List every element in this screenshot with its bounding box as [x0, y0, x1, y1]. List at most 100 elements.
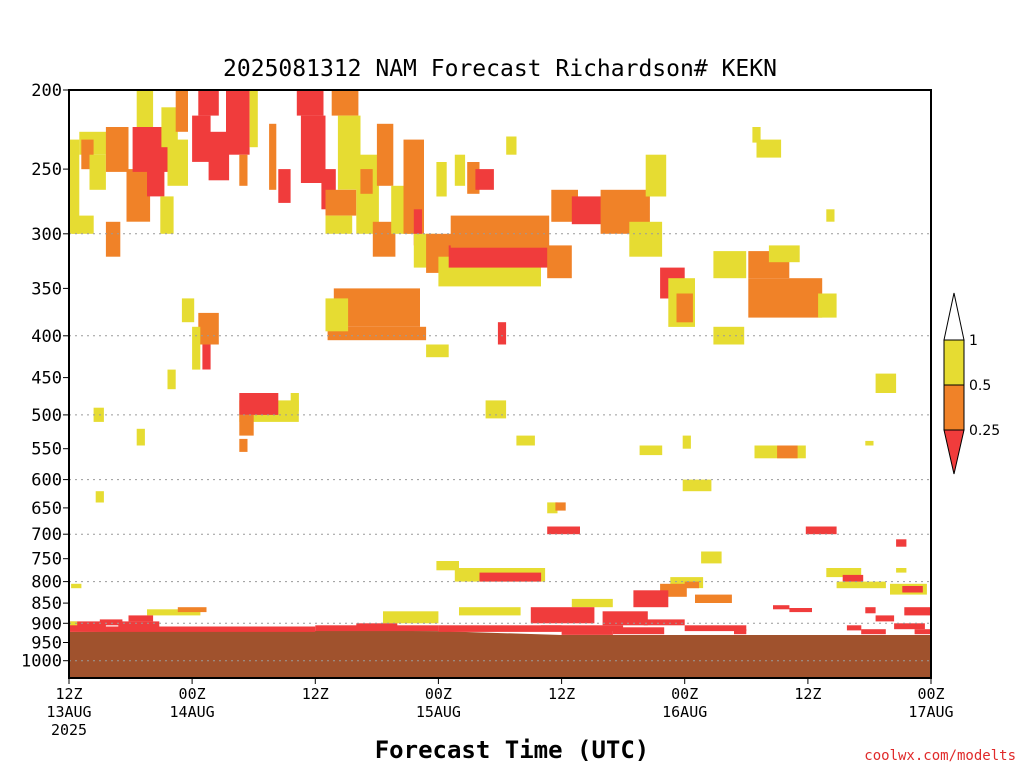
ri-patch-66: [713, 326, 745, 345]
x-tick-label-3-1: 15AUG: [416, 703, 461, 721]
ri-patch-146: [752, 127, 761, 143]
ri-patch-12: [167, 139, 188, 186]
ri-patch-138: [71, 583, 82, 589]
ri-patch-133: [894, 623, 925, 630]
ri-patch-33: [372, 221, 396, 257]
ri-patch-68: [497, 322, 507, 345]
legend-top-arrow: [943, 292, 965, 341]
ri-patch-13: [160, 196, 174, 234]
ri-patch-28: [325, 189, 357, 216]
ri-patch-103: [842, 574, 864, 582]
ri-patch-59: [333, 288, 420, 327]
ri-patch-102: [836, 581, 886, 589]
legend-bin-yellow: [943, 339, 965, 386]
ri-patch-100: [695, 594, 732, 603]
ri-patch-53: [676, 293, 693, 323]
ri-patch-121: [356, 623, 398, 629]
ri-patch-97: [684, 581, 700, 589]
ri-patch-83: [875, 373, 897, 393]
ri-patch-31: [360, 169, 373, 194]
ri-patch-134: [904, 607, 931, 616]
x-tick-label-3-0: 00Z: [425, 685, 452, 703]
colorbar-legend: 1 0.5 0.25: [943, 292, 1000, 475]
y-tick-label-800: 800: [31, 573, 62, 593]
ri-patch-90: [805, 526, 837, 535]
ri-patch-80: [682, 435, 691, 449]
y-tick-label-1000: 1000: [21, 652, 62, 672]
ri-patch-113: [177, 607, 207, 613]
x-tick-label-1-1: 14AUG: [170, 703, 215, 721]
y-tick-label-300: 300: [31, 225, 62, 245]
ri-patch-20: [249, 90, 258, 148]
legend-label-1: 0.5: [969, 378, 991, 394]
ri-patch-79: [639, 445, 663, 456]
ri-patch-7: [105, 221, 121, 257]
ri-patch-44: [450, 215, 550, 248]
credit-link[interactable]: coolwx.com/modelts: [864, 748, 1016, 764]
y-tick-label-600: 600: [31, 471, 62, 491]
ri-patch-15: [198, 90, 219, 116]
y-tick-label-950: 950: [31, 634, 62, 654]
ri-patch-99: [633, 590, 669, 608]
ri-patch-118: [69, 626, 316, 632]
ri-patch-9: [136, 90, 154, 127]
y-tick-label-900: 900: [31, 614, 62, 634]
ri-patch-60: [327, 326, 427, 341]
ri-patch-82: [777, 445, 798, 459]
ri-patch-126: [684, 625, 747, 632]
ri-patch-125: [643, 619, 685, 626]
ri-patch-107: [571, 598, 613, 608]
ri-patch-77: [485, 400, 507, 419]
y-tick-label-700: 700: [31, 525, 62, 545]
ri-patch-11: [161, 107, 178, 148]
ri-patch-109: [602, 611, 648, 626]
ri-patch-10: [147, 169, 165, 197]
ri-patch-141: [939, 216, 951, 246]
ri-patch-117: [118, 621, 160, 630]
ri-patch-47: [571, 196, 603, 225]
legend-bin-orange: [943, 384, 965, 431]
y-tick-label-750: 750: [31, 550, 62, 570]
y-tick-label-250: 250: [31, 160, 62, 180]
ri-patch-6: [126, 169, 151, 222]
ri-patch-78: [516, 435, 535, 446]
ri-patch-70: [239, 393, 279, 415]
ri-patch-137: [69, 621, 78, 626]
ri-patch-73: [290, 393, 299, 412]
ri-patch-14: [175, 90, 188, 132]
ri-patch-22: [278, 169, 291, 203]
ri-patch-55: [748, 278, 823, 318]
ri-patch-108: [530, 607, 595, 624]
ri-patch-21: [269, 123, 277, 190]
ri-patch-0: [69, 139, 80, 234]
ri-patch-110: [383, 611, 439, 624]
ri-patch-65: [181, 298, 195, 323]
ri-patch-67: [426, 344, 449, 358]
ri-patch-86: [547, 502, 558, 514]
ri-patch-75: [93, 407, 104, 422]
x-tick-label-5-1: 16AUG: [662, 703, 707, 721]
y-tick-label-450: 450: [31, 369, 62, 389]
ri-patch-114: [128, 615, 154, 622]
x-tick-label-5-0: 00Z: [671, 685, 698, 703]
ri-patch-91: [896, 539, 907, 547]
ri-patch-144: [756, 139, 782, 158]
ri-patch-84: [865, 440, 874, 446]
ri-patch-19: [239, 154, 248, 186]
ri-patch-56: [818, 293, 837, 318]
ri-patch-95: [479, 572, 542, 582]
x-tick-label-6-0: 12Z: [794, 685, 821, 703]
ri-patch-128: [773, 605, 790, 610]
ri-patch-135: [914, 629, 931, 635]
ri-patch-61: [325, 298, 349, 332]
x-tick-label-0-1: 13AUG: [46, 703, 91, 721]
ri-patch-93: [436, 561, 459, 571]
ri-patch-36: [413, 209, 422, 246]
ri-patch-16: [192, 115, 211, 162]
ri-patch-63: [202, 344, 211, 370]
ground-terrain: [69, 630, 931, 678]
ri-patch-71: [239, 414, 254, 436]
ri-patch-88: [95, 491, 104, 503]
ri-patch-1: [72, 215, 94, 234]
